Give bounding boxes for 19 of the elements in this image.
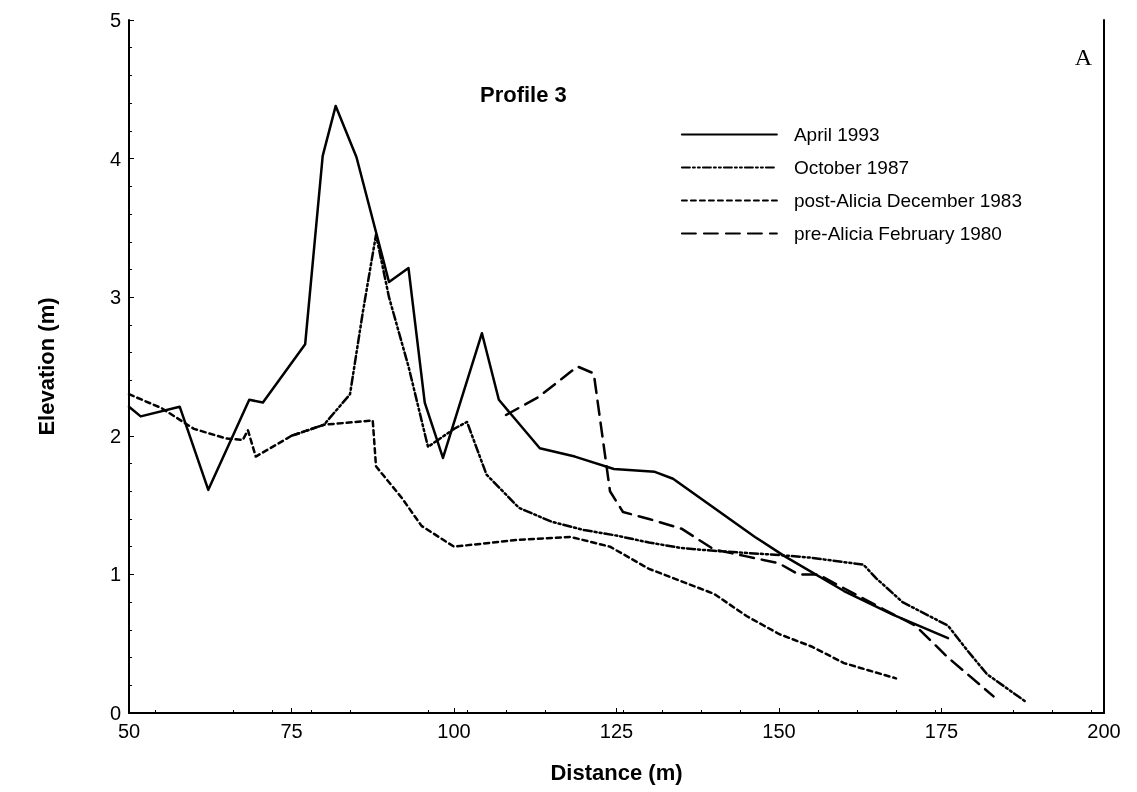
annotation: A [1074, 44, 1093, 70]
x-tick-label: 75 [280, 720, 303, 742]
legend-label: post-Alicia December 1983 [793, 190, 1023, 211]
y-tick-label: 5 [109, 9, 121, 31]
text: Profile 3 [480, 81, 567, 107]
x-tick-label: 125 [599, 720, 634, 742]
x-axis-title: Distance (m) [550, 759, 683, 785]
legend-label: pre-Alicia February 1980 [793, 223, 1002, 244]
legend-label: October 1987 [793, 157, 910, 178]
y-tick-label: 1 [109, 563, 121, 586]
y-tick-label: 4 [109, 147, 121, 170]
y-tick-label: 3 [109, 286, 121, 309]
x-tick-label: 100 [437, 720, 471, 742]
x-tick-label: 200 [1087, 720, 1121, 742]
y-axis-title: Elevation (m) [33, 297, 59, 436]
x-tick-label: 150 [762, 720, 796, 742]
y-tick-label: 2 [109, 424, 121, 447]
x-tick-label: 175 [924, 720, 959, 742]
legend-label: April 1993 [793, 124, 880, 145]
